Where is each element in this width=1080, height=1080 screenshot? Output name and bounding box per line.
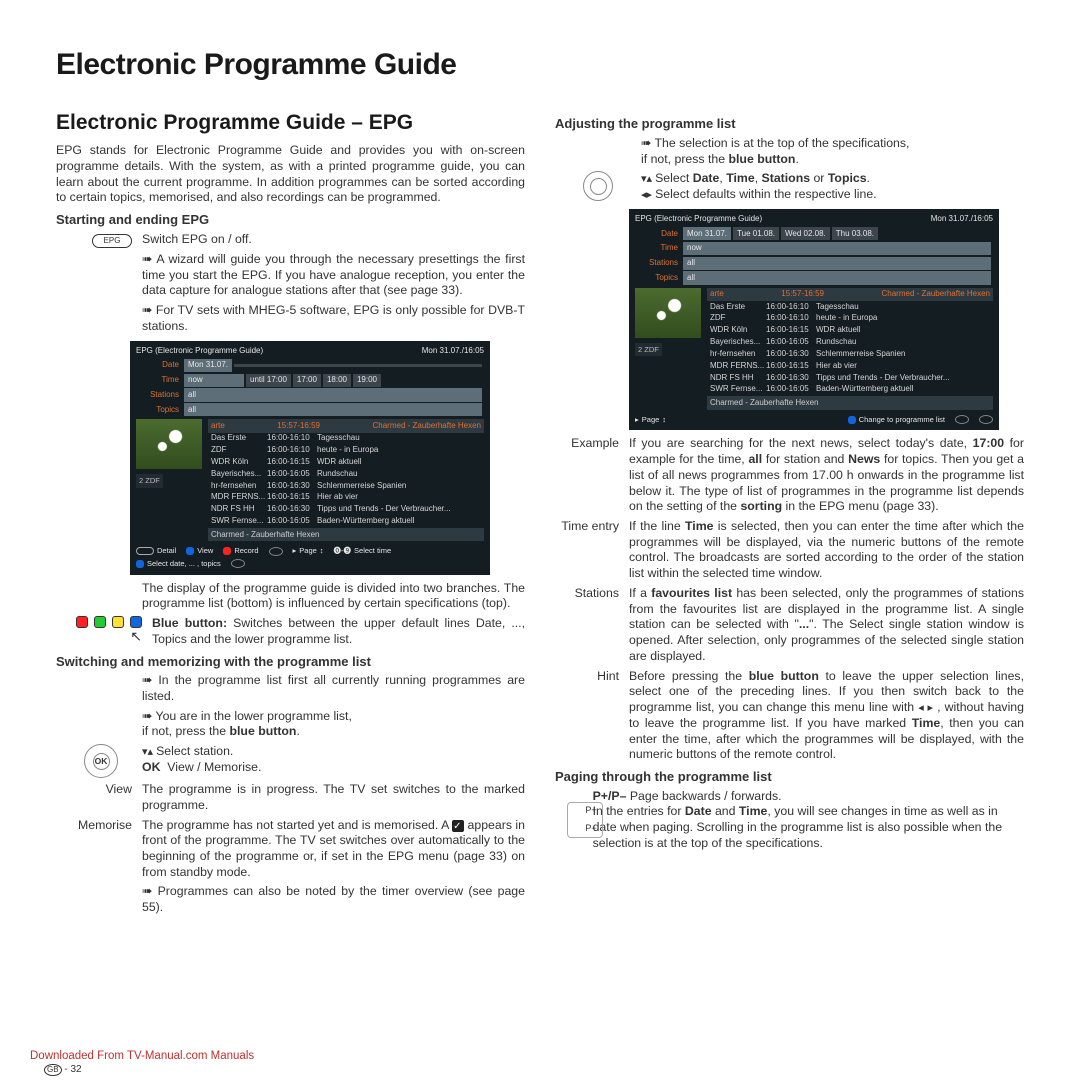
pager-expl: In the entries for Date and Time, you wi… xyxy=(593,804,1002,849)
h-page: Paging through the programme list xyxy=(555,769,1024,786)
h-adj: Adjusting the programme list xyxy=(555,116,1024,133)
h-switch: Switching and memorizing with the progra… xyxy=(56,654,525,671)
adj1: The selection is at the top of the speci… xyxy=(641,136,1024,167)
subtitle: Electronic Programme Guide – EPG xyxy=(56,110,525,137)
epg-button-icon: EPG xyxy=(92,234,132,248)
b1: A wizard will guide you through the nece… xyxy=(142,252,525,299)
b2: For TV sets with MHEG-5 software, EPG is… xyxy=(142,303,525,334)
memorise-text: The programme has not started yet and is… xyxy=(142,818,525,881)
time-entry-text: If the line Time is selected, then you c… xyxy=(629,519,1024,582)
checkmark-icon xyxy=(452,820,464,832)
p-plus-minus-icon: P+P− P+/P– Page backwards / forwards. In… xyxy=(567,789,1024,852)
blue-button-text: Blue button: Switches between the upper … xyxy=(152,616,525,647)
b4: You are in the lower programme list, if … xyxy=(142,709,525,740)
view-text: The programme is in progress. The TV set… xyxy=(142,782,525,813)
epg-thumb-icon-2 xyxy=(635,288,701,338)
b5: Programmes can also be noted by the time… xyxy=(142,884,525,915)
epg-switch: Switch EPG on / off. xyxy=(142,232,525,248)
b3: In the programme list first all currentl… xyxy=(142,673,525,704)
ok-nav-icon-2 xyxy=(583,171,613,201)
intro: EPG stands for Electronic Programme Guid… xyxy=(56,143,525,206)
page-number: GB - 32 xyxy=(44,1064,82,1077)
ok-nav-icon: OK xyxy=(84,744,118,778)
epg-thumb-icon xyxy=(136,419,202,469)
hint-text: Before pressing the blue button to leave… xyxy=(629,669,1024,763)
right-column: Adjusting the programme list The selecti… xyxy=(555,110,1024,920)
footer-link: Downloaded From TV-Manual.com Manuals xyxy=(30,1049,254,1064)
h-start: Starting and ending EPG xyxy=(56,212,525,229)
epg-screenshot-2: EPG (Electronic Programme Guide)Mon 31.0… xyxy=(629,209,999,430)
postfig: The display of the programme guide is di… xyxy=(142,581,525,612)
example-text: If you are searching for the next news, … xyxy=(629,436,1024,515)
adj2-3: Select Date, Time, Stations or Topics. S… xyxy=(641,171,1024,202)
sel-station: Select station. OK View / Memorise. xyxy=(142,744,525,775)
colour-buttons-icon xyxy=(76,616,142,628)
stations-text: If a favourites list has been selected, … xyxy=(629,586,1024,665)
cursor-icon: ↖ xyxy=(130,628,142,644)
page-title: Electronic Programme Guide xyxy=(56,46,1024,84)
left-column: Electronic Programme Guide – EPG EPG sta… xyxy=(56,110,525,920)
epg-screenshot-1: EPG (Electronic Programme Guide)Mon 31.0… xyxy=(130,341,490,575)
